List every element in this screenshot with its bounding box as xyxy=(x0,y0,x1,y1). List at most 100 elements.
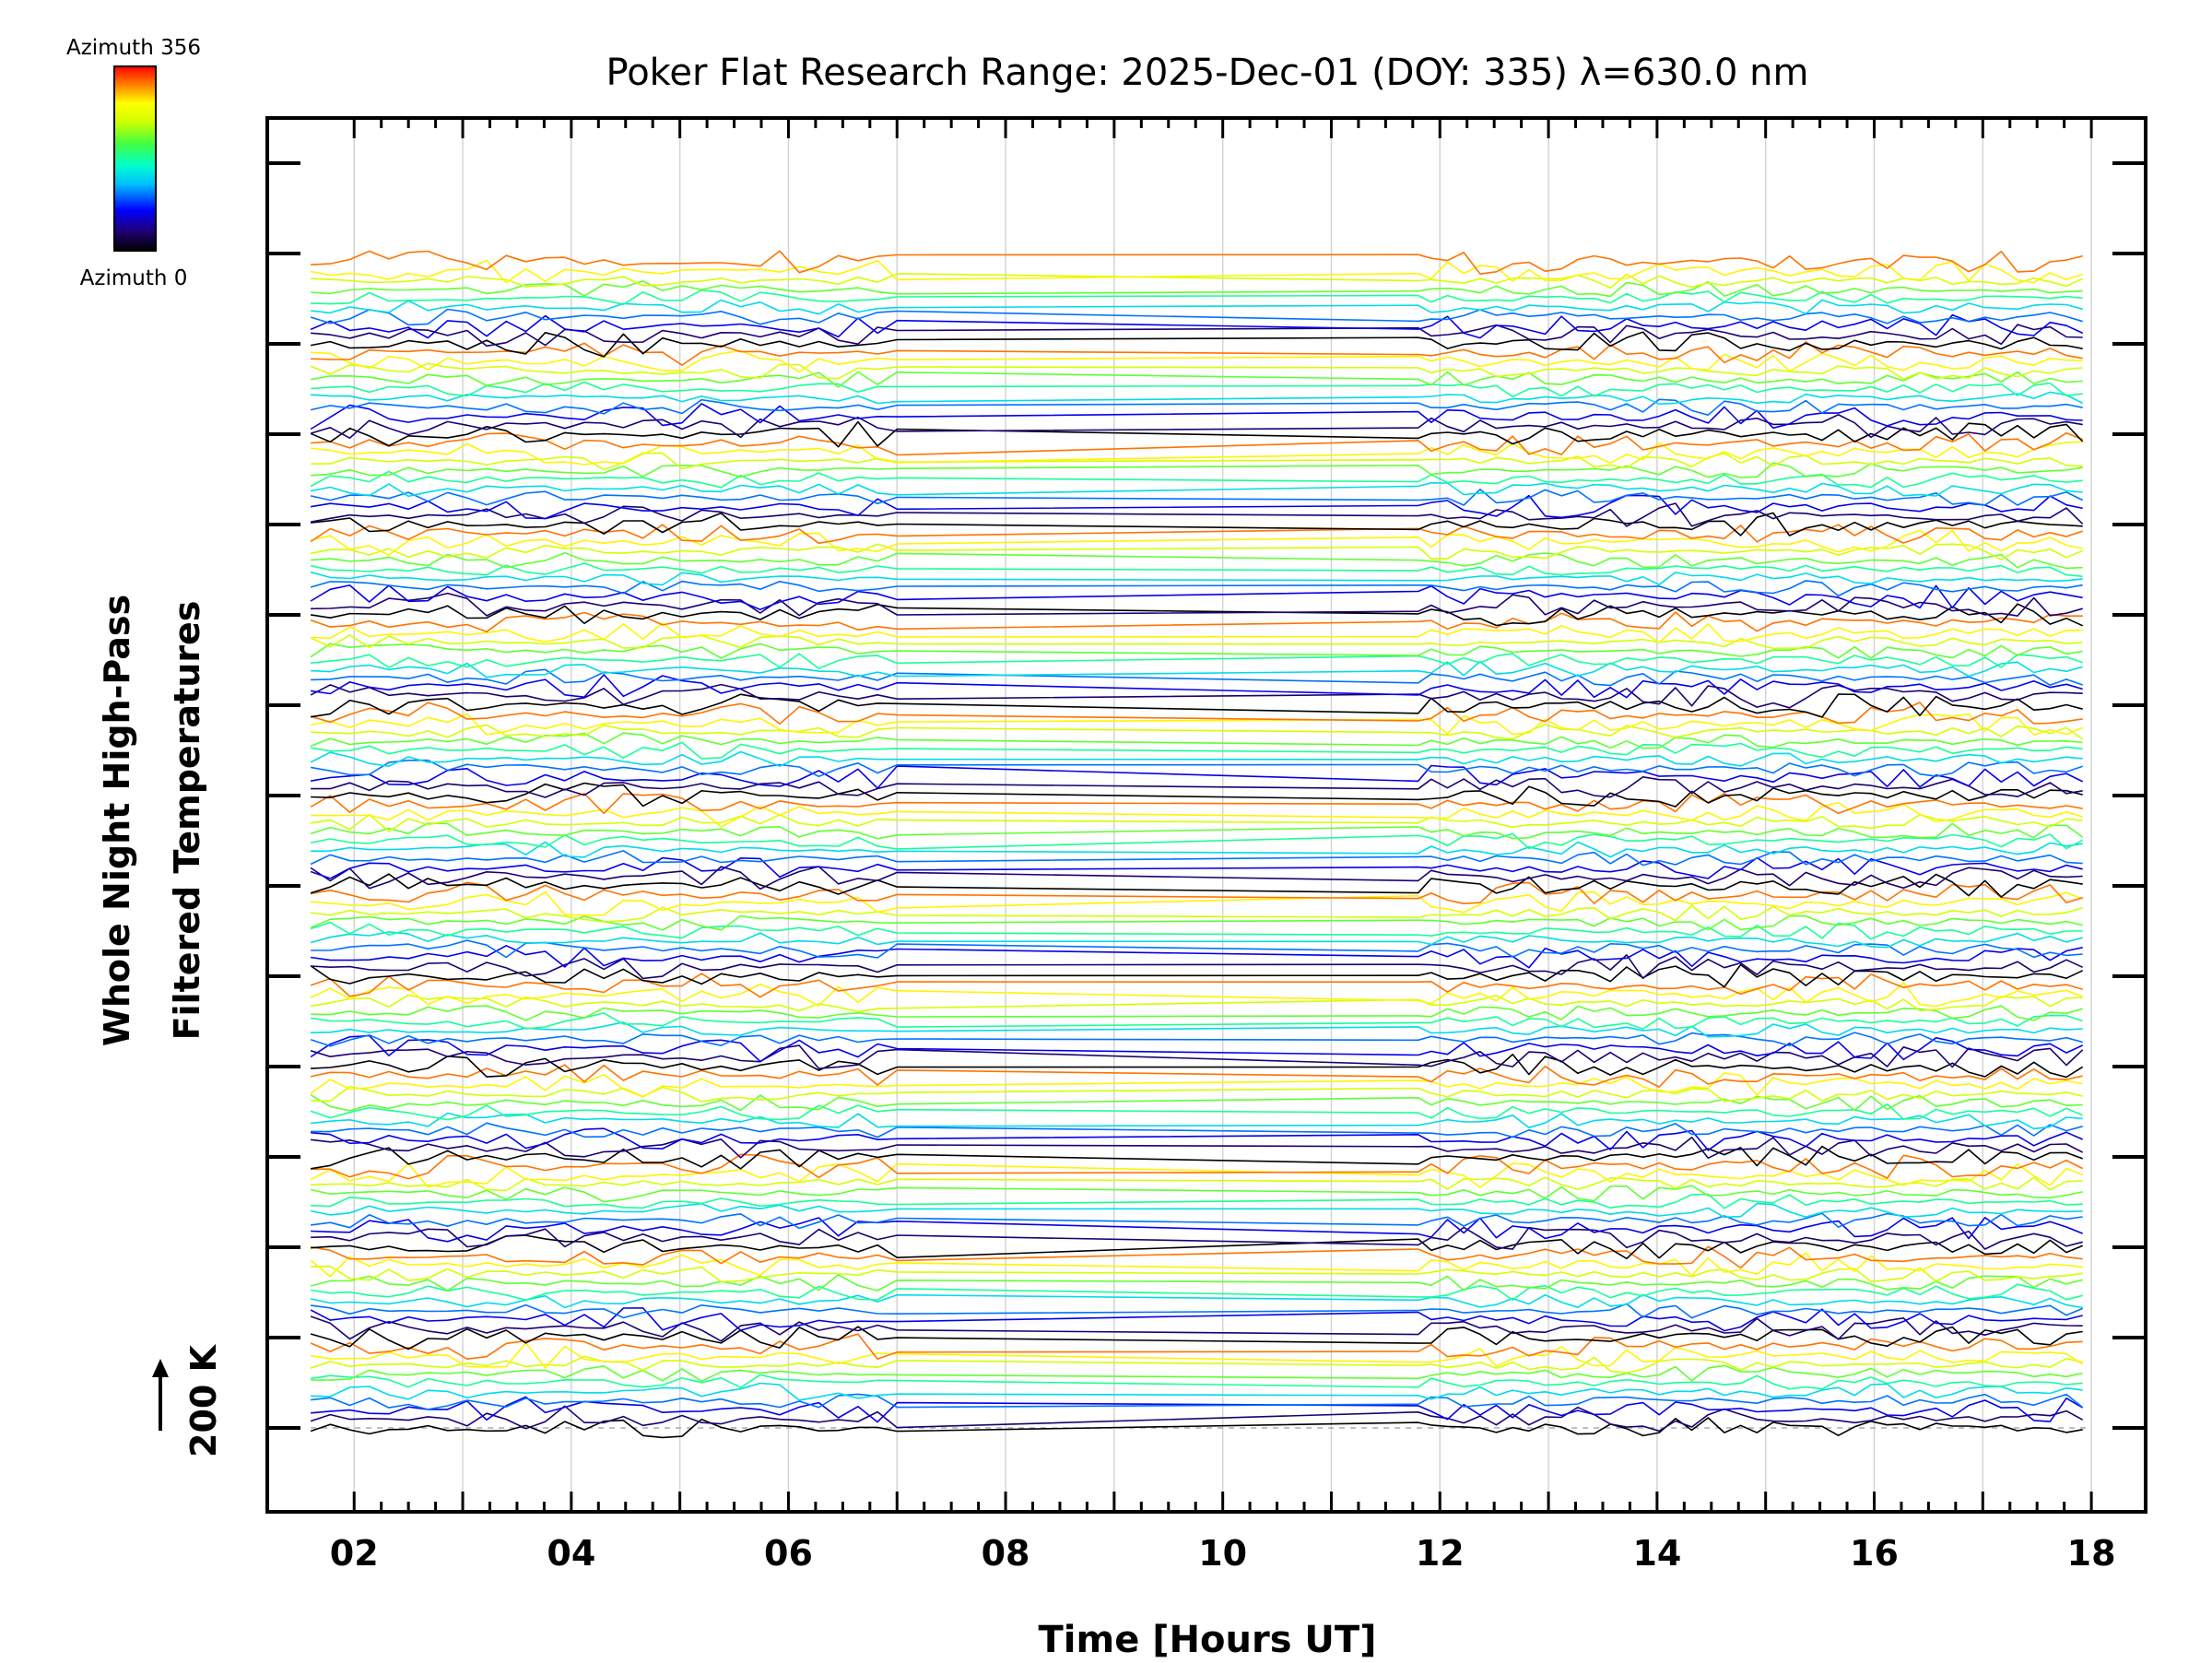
trace-92 xyxy=(310,584,2083,610)
trace-88 xyxy=(311,622,2083,643)
trace-64 xyxy=(311,841,2083,858)
trace-69 xyxy=(310,793,2083,815)
trace-89 xyxy=(310,611,2083,633)
trace-98 xyxy=(310,529,2083,556)
trace-57 xyxy=(310,904,2083,923)
trace-126 xyxy=(311,280,2083,298)
trace-117 xyxy=(310,362,2083,380)
trace-24 xyxy=(310,1202,2083,1219)
trace-36 xyxy=(310,1094,2083,1112)
trace-48 xyxy=(310,982,2083,1008)
y-axis-label-line1: Whole Night High-Pass xyxy=(97,595,137,1046)
x-tick-label: 08 xyxy=(982,1533,1030,1574)
trace-112 xyxy=(310,403,2083,430)
trace-0 xyxy=(310,1417,2083,1439)
trace-8 xyxy=(310,1341,2084,1369)
trace-29 xyxy=(311,1153,2084,1180)
trace-99 xyxy=(310,524,2083,545)
trace-78 xyxy=(310,713,2084,736)
plot-frame xyxy=(265,116,2147,1514)
trace-38 xyxy=(310,1072,2083,1098)
trace-84 xyxy=(311,660,2083,678)
trace-86 xyxy=(310,643,2083,659)
trace-104 xyxy=(310,482,2083,498)
trace-33 xyxy=(311,1122,2083,1138)
trace-54 xyxy=(310,931,2083,949)
trace-2 xyxy=(311,1396,2084,1423)
trace-13 xyxy=(310,1303,2084,1319)
x-tick-label: 04 xyxy=(547,1533,595,1574)
trace-100 xyxy=(311,512,2083,537)
trace-96 xyxy=(311,552,2083,570)
x-tick-label: 06 xyxy=(764,1533,813,1574)
trace-91 xyxy=(311,592,2083,617)
traces xyxy=(310,250,2084,1439)
trace-107 xyxy=(311,452,2083,471)
trace-66 xyxy=(310,822,2084,840)
trace-118 xyxy=(311,349,2083,373)
trace-108 xyxy=(311,441,2083,466)
trace-28 xyxy=(310,1162,2083,1188)
trace-5 xyxy=(310,1374,2083,1390)
trace-10 xyxy=(310,1326,2083,1350)
trace-14 xyxy=(310,1293,2083,1309)
trace-62 xyxy=(310,856,2083,879)
x-tick-label: 14 xyxy=(1632,1533,1681,1574)
trace-128 xyxy=(310,259,2083,284)
trace-41 xyxy=(310,1044,2084,1069)
x-axis-label: Time [Hours UT] xyxy=(1039,1619,1377,1659)
trace-1 xyxy=(310,1405,2084,1433)
trace-30 xyxy=(310,1145,2083,1170)
x-tick-label: 18 xyxy=(2067,1533,2116,1574)
trace-115 xyxy=(311,381,2083,398)
trace-11 xyxy=(310,1315,2083,1342)
trace-27 xyxy=(311,1176,2083,1192)
trace-68 xyxy=(311,801,2083,828)
trace-40 xyxy=(311,1054,2084,1079)
x-tick-label: 16 xyxy=(1850,1533,1899,1574)
trace-46 xyxy=(311,1005,2083,1021)
trace-34 xyxy=(311,1112,2083,1130)
trace-6 xyxy=(311,1364,2083,1382)
trace-9 xyxy=(310,1333,2083,1360)
trace-70 xyxy=(311,782,2083,808)
trace-49 xyxy=(310,973,2083,998)
trace-75 xyxy=(310,741,2083,760)
trace-21 xyxy=(311,1226,2083,1250)
trace-113 xyxy=(310,398,2083,416)
trace-45 xyxy=(310,1012,2083,1030)
trace-94 xyxy=(310,571,2083,586)
trace-67 xyxy=(310,813,2083,832)
trace-97 xyxy=(310,543,2084,560)
x-tick-label: 10 xyxy=(1198,1533,1247,1574)
trace-20 xyxy=(311,1234,2084,1260)
scale-label: 200 K xyxy=(183,1343,224,1457)
trace-103 xyxy=(310,489,2084,506)
trace-47 xyxy=(310,994,2083,1013)
trace-50 xyxy=(310,963,2084,988)
trace-109 xyxy=(311,431,2083,456)
trace-65 xyxy=(310,832,2084,850)
x-tick-labels: 02 04 06 08 10 12 14 16 18 xyxy=(330,1533,2116,1574)
trace-123 xyxy=(310,308,2083,326)
trace-35 xyxy=(310,1103,2084,1121)
trace-122 xyxy=(310,313,2084,339)
trace-60 xyxy=(310,873,2083,898)
gridlines xyxy=(311,118,2092,1512)
trace-17 xyxy=(311,1265,2083,1283)
trace-74 xyxy=(310,750,2083,767)
trace-31 xyxy=(311,1137,2084,1160)
trace-121 xyxy=(311,324,2083,348)
trace-56 xyxy=(310,914,2083,931)
trace-51 xyxy=(311,954,2084,980)
trace-93 xyxy=(310,580,2083,597)
trace-25 xyxy=(311,1193,2083,1209)
trace-125 xyxy=(311,289,2083,305)
trace-4 xyxy=(311,1382,2083,1401)
trace-105 xyxy=(310,470,2083,489)
trace-23 xyxy=(310,1212,2083,1230)
trace-71 xyxy=(311,776,2083,798)
trace-102 xyxy=(310,494,2083,520)
